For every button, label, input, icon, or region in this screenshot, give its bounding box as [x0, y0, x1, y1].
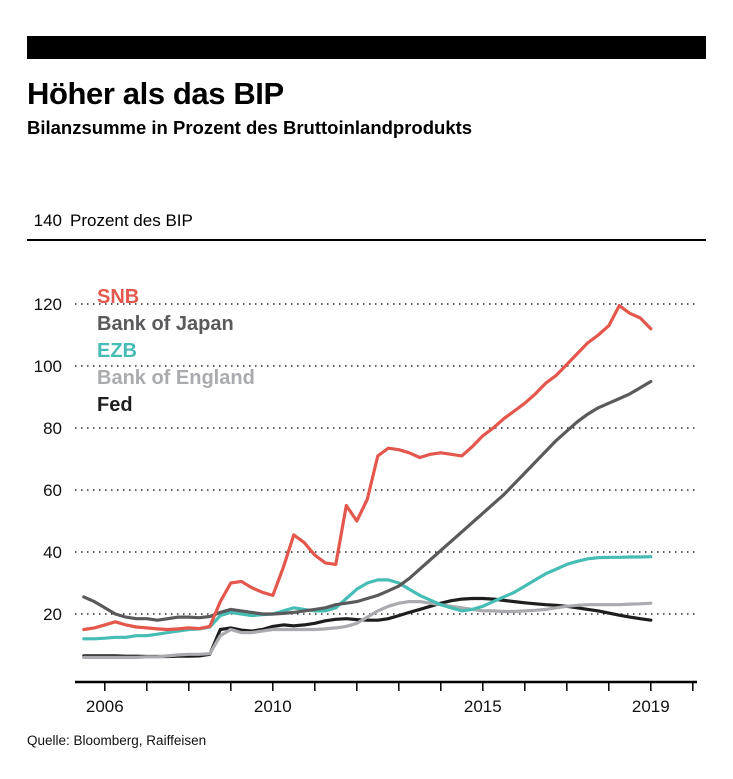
chart-svg: 20 40 60 80 100 120 2006 2010 2015 2019 — [34, 295, 697, 716]
svg-text:2006: 2006 — [86, 697, 124, 716]
y-axis-top-tick: 140 — [33, 211, 62, 230]
legend-item-ezb: EZB — [97, 340, 137, 362]
y-axis-label: Prozent des BIP — [70, 211, 193, 230]
chart-legend: SNB Bank of Japan EZB Bank of England Fe… — [97, 284, 255, 419]
top-bar — [27, 36, 706, 59]
svg-text:20: 20 — [43, 605, 62, 624]
source-note: Quelle: Bloomberg, Raiffeisen — [27, 733, 207, 748]
legend-item-bank-of-japan: Bank of Japan — [97, 313, 234, 335]
page-title: Höher als das BIP — [27, 76, 284, 111]
legend-item-fed: Fed — [97, 394, 133, 416]
svg-text:2019: 2019 — [632, 697, 670, 716]
svg-text:80: 80 — [43, 419, 62, 438]
svg-text:60: 60 — [43, 481, 62, 500]
svg-text:2015: 2015 — [464, 697, 502, 716]
legend-item-snb: SNB — [97, 286, 140, 308]
svg-text:40: 40 — [43, 543, 62, 562]
line-chart: 20 40 60 80 100 120 2006 2010 2015 2019 SNB Bank … — [0, 242, 733, 727]
svg-text:120: 120 — [34, 295, 62, 314]
svg-text:2010: 2010 — [254, 697, 292, 716]
svg-text:100: 100 — [34, 357, 62, 376]
page-subtitle: Bilanzsumme in Prozent des Bruttoinlandp… — [27, 117, 473, 138]
y-axis-header: 140 Prozent des BIP — [27, 211, 706, 241]
legend-item-bank-of-england: Bank of England — [97, 367, 255, 389]
